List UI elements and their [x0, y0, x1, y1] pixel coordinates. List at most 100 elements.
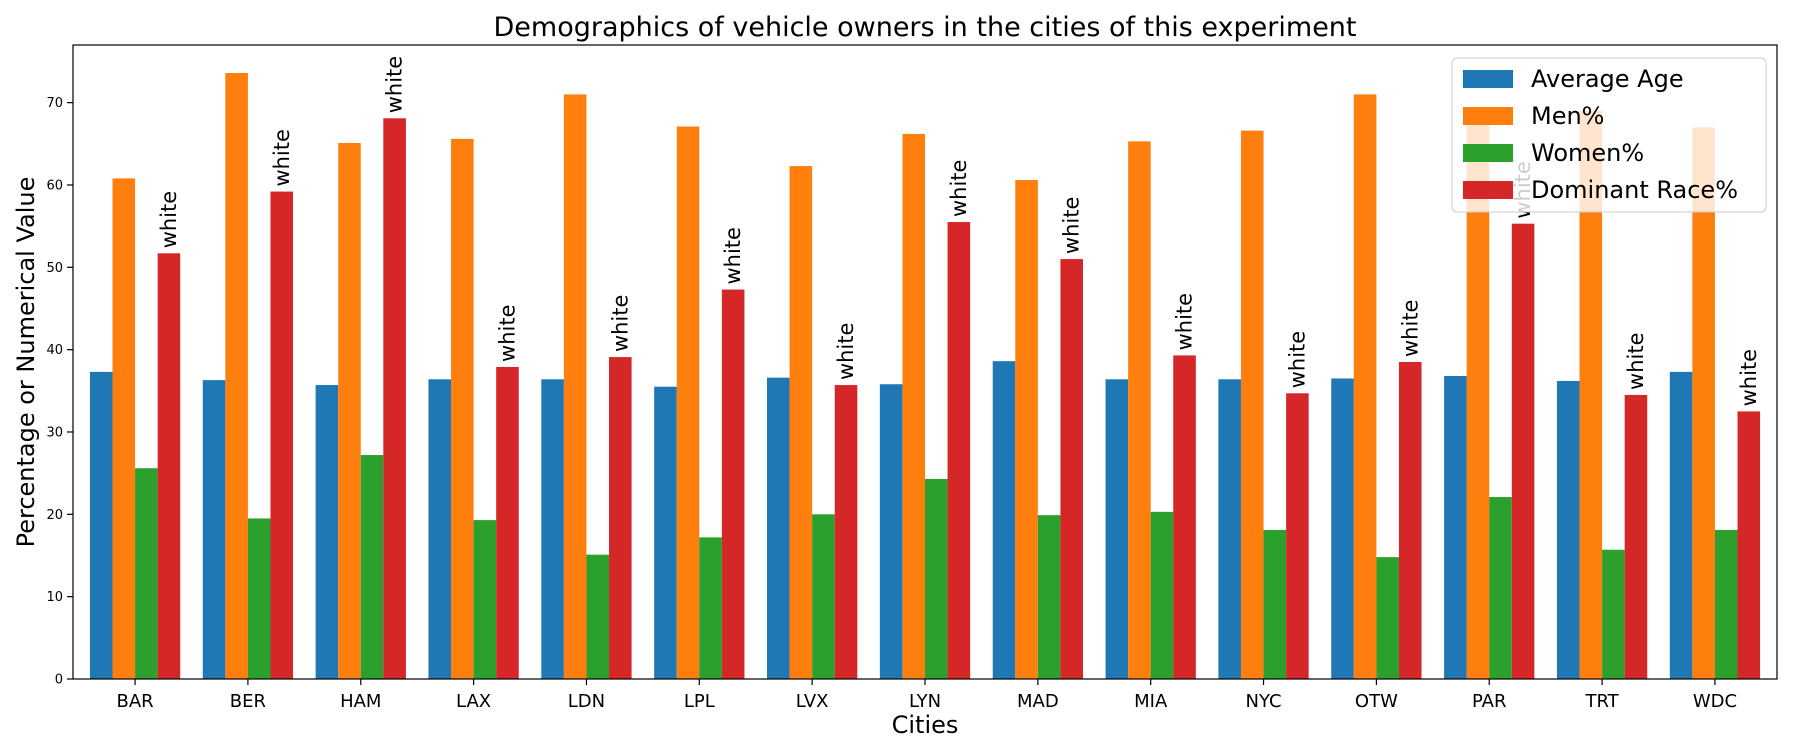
bar-layer: [89, 72, 1761, 680]
bar-women--lyn: [925, 478, 948, 679]
bar-annotation-lvx: white: [834, 323, 858, 380]
x-tick-label-otw: OTW: [1355, 691, 1398, 712]
legend-swatch: [1463, 107, 1513, 125]
bar-average-age-lyn: [879, 384, 903, 679]
bar-annotation-lax: white: [495, 304, 519, 361]
bar-women--ber: [247, 518, 271, 679]
bar-dominant-race--ham: [383, 118, 406, 679]
legend-entry-label: Men%: [1531, 102, 1605, 130]
y-tick-label: 70: [46, 96, 63, 111]
bar-annotation-lpl: white: [721, 227, 745, 284]
y-tick-label: 40: [46, 343, 63, 358]
x-tick-label-lax: LAX: [456, 691, 491, 712]
x-tick-label-par: PAR: [1472, 691, 1507, 712]
bar-dominant-race--otw: [1398, 362, 1422, 679]
axes: 0 10 20 30 40 50 60 70 BAR BER HAM LAX LDN LPL LVX LYN M…: [46, 44, 1778, 712]
legend-box: [1451, 57, 1767, 213]
legend-swatch: [1463, 144, 1513, 162]
bar-men--ldn: [563, 94, 587, 679]
bar-women--lpl: [699, 537, 722, 679]
bar-men--ham: [338, 142, 361, 680]
bar-men--mia: [1128, 141, 1151, 680]
bar-women--trt: [1602, 549, 1625, 679]
x-tick-label-bar: BAR: [116, 691, 153, 712]
bar-dominant-race--mad: [1060, 259, 1083, 679]
bar-men--bar: [112, 178, 136, 679]
bar-annotation-bar: white: [157, 191, 181, 248]
bar-men--nyc: [1240, 130, 1264, 679]
y-tick-label: 0: [55, 673, 63, 688]
x-tick-label-ber: BER: [230, 691, 266, 712]
bar-men--lax: [451, 138, 474, 680]
bar-men--par: [1466, 110, 1490, 680]
bar-annotation-mia: white: [1173, 293, 1197, 350]
bar-men--wdc: [1692, 127, 1715, 680]
legend-entry-label: Dominant Race%: [1531, 176, 1738, 204]
x-tick-label-ham: HAM: [340, 691, 381, 712]
bar-average-age-wdc: [1669, 371, 1693, 679]
bar-dominant-race--nyc: [1286, 393, 1309, 679]
bar-women--mia: [1150, 511, 1174, 679]
bar-annotation-lyn: white: [947, 160, 971, 217]
bar-women--otw: [1376, 557, 1399, 679]
bar-average-age-lvx: [767, 377, 790, 679]
bar-dominant-race--mia: [1173, 355, 1196, 679]
bar-men--trt: [1579, 110, 1603, 680]
bar-average-age-mia: [1105, 379, 1129, 679]
x-tick-label-wdc: WDC: [1693, 691, 1737, 712]
bar-annotation-trt: white: [1624, 332, 1648, 389]
bar-annotation-ber: white: [270, 129, 294, 186]
y-tick-label: 10: [46, 590, 63, 605]
legend-entry-label: Average Age: [1531, 65, 1684, 93]
x-tick-label-trt: TRT: [1584, 691, 1619, 712]
bar-annotation-ldn: white: [608, 295, 632, 352]
bar-annotation-nyc: white: [1285, 331, 1309, 388]
chart-title: Demographics of vehicle owners in the ci…: [494, 12, 1357, 43]
y-axis-label: Percentage or Numerical Value: [12, 177, 40, 548]
bar-dominant-race--lyn: [947, 222, 971, 679]
bar-women--ldn: [586, 554, 610, 679]
bar-men--lyn: [902, 133, 925, 680]
y-tick-label: 60: [46, 178, 63, 193]
bar-average-age-mad: [992, 361, 1016, 679]
bar-average-age-bar: [89, 371, 113, 679]
x-tick-label-mad: MAD: [1017, 691, 1059, 712]
bar-dominant-race--lvx: [834, 385, 858, 679]
bar-dominant-race--ber: [270, 191, 294, 679]
legend-swatch: [1463, 181, 1513, 199]
x-tick-label-lpl: LPL: [684, 691, 715, 712]
bar-average-age-otw: [1331, 378, 1354, 679]
bar-men--otw: [1353, 94, 1377, 679]
bar-women--wdc: [1714, 529, 1738, 679]
bar-men--lvx: [789, 166, 813, 680]
bar-average-age-ham: [315, 385, 339, 679]
bar-dominant-race--bar: [157, 253, 181, 679]
x-tick-label-mia: MIA: [1134, 691, 1168, 712]
bar-men--mad: [1015, 180, 1038, 679]
bar-average-age-ber: [202, 380, 226, 679]
bar-dominant-race--trt: [1624, 394, 1648, 679]
bar-women--lax: [473, 520, 497, 679]
bar-women--ham: [360, 455, 384, 679]
x-tick-label-lyn: LYN: [909, 691, 941, 712]
bar-average-age-par: [1444, 376, 1467, 679]
bar-average-age-lpl: [654, 386, 677, 679]
bar-annotation-ham: white: [383, 56, 407, 113]
x-axis-label: Cities: [892, 711, 959, 739]
bar-dominant-race--ldn: [609, 357, 632, 679]
bar-dominant-race--par: [1511, 223, 1535, 680]
legend-swatch: [1463, 70, 1513, 88]
bar-average-age-ldn: [541, 379, 564, 679]
legend: Average Age Men% Women% Dominant Race%: [1451, 57, 1767, 213]
bar-men--lpl: [676, 126, 700, 679]
x-tick-label-nyc: NYC: [1246, 691, 1282, 712]
x-tick-label-lvx: LVX: [796, 691, 829, 712]
bar-women--lvx: [812, 514, 835, 679]
y-tick-label: 30: [46, 425, 63, 440]
bar-annotation-mad: white: [1060, 197, 1084, 254]
bar-women--par: [1489, 497, 1512, 679]
bar-average-age-lax: [428, 379, 452, 679]
bar-women--mad: [1037, 515, 1061, 679]
y-tick-label: 50: [46, 261, 63, 276]
